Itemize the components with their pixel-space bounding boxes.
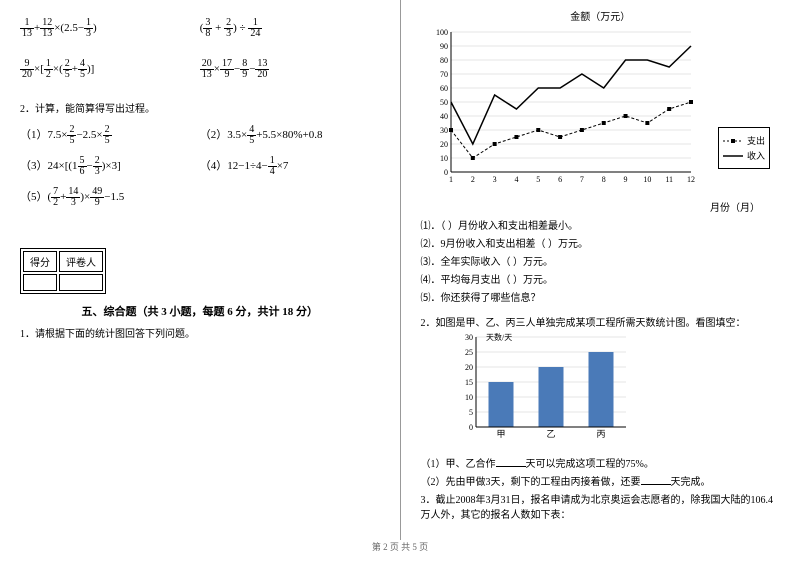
legend-expense: 支出: [747, 134, 765, 147]
svg-text:7: 7: [579, 175, 583, 184]
svg-text:12: 12: [687, 175, 695, 184]
svg-text:甲: 甲: [496, 429, 505, 439]
svg-text:30: 30: [465, 333, 473, 342]
expr-2a: 920×[12×(25+45)]: [20, 59, 200, 80]
expr-1b: (38 + 23) ÷ 124: [200, 18, 380, 39]
sub-3: （3）24×[(156−23)×3]: [20, 156, 200, 177]
svg-text:10: 10: [643, 175, 651, 184]
sub5-label: （5）: [20, 191, 48, 203]
q2-heading: 2．计算，能简算得写出过程。: [20, 100, 380, 115]
svg-text:4: 4: [514, 175, 518, 184]
svg-text:20: 20: [440, 140, 448, 149]
q1-sub5: ⑸．你还获得了哪些信息？: [421, 289, 781, 304]
blank-1[interactable]: [496, 457, 526, 467]
sub-4: （4）12−1÷4−14×7: [200, 156, 380, 177]
svg-text:2: 2: [470, 175, 474, 184]
chart1-title: 金额（万元）: [421, 8, 781, 23]
svg-text:0: 0: [444, 168, 448, 177]
q1-sub1: ⑴．（ ）月份收入和支出相差最小。: [421, 217, 781, 232]
svg-text:9: 9: [623, 175, 627, 184]
q2-sub1: （1）甲、乙合作天可以完成这项工程的75%。: [421, 455, 781, 470]
svg-text:11: 11: [665, 175, 673, 184]
sub4-label: （4）: [200, 160, 228, 172]
page-footer: 第 2 页 共 5 页: [0, 540, 800, 553]
q1-prompt: 1．请根据下面的统计图回答下列问题。: [20, 325, 380, 340]
svg-text:3: 3: [492, 175, 496, 184]
chart1-legend: 支出 收入: [718, 127, 770, 169]
q1-sub2: ⑵．9月份收入和支出相差（ ）万元。: [421, 235, 781, 250]
score-header-2: 评卷人: [59, 251, 103, 272]
sub1-label: （1）: [20, 129, 48, 141]
sub-2: （2）3.5×45+5.5×80%+0.8: [200, 125, 380, 146]
svg-text:70: 70: [440, 70, 448, 79]
svg-text:5: 5: [469, 408, 473, 417]
svg-text:10: 10: [465, 393, 473, 402]
expr-1a: 113+1213×(2.5−13): [20, 18, 200, 39]
section-5-title: 五、综合题（共 3 小题，每题 6 分，共计 18 分）: [20, 303, 380, 319]
svg-text:天数/天: 天数/天: [486, 332, 512, 342]
sub-5: （5）(72+143)×499−1.5: [20, 187, 200, 208]
svg-text:50: 50: [440, 98, 448, 107]
sub2-label: （2）: [200, 129, 228, 141]
svg-text:10: 10: [440, 154, 448, 163]
svg-text:乙: 乙: [546, 429, 555, 439]
svg-text:15: 15: [465, 378, 473, 387]
q1-sub4: ⑷．平均每月支出（ ）万元。: [421, 271, 781, 286]
svg-text:25: 25: [465, 348, 473, 357]
svg-text:100: 100: [436, 28, 448, 37]
svg-text:30: 30: [440, 126, 448, 135]
svg-text:40: 40: [440, 112, 448, 121]
score-table: 得分评卷人: [20, 248, 106, 294]
svg-text:1: 1: [449, 175, 453, 184]
bar-chart: 0 5 10 15 20 25 30 天数/天甲 乙 丙: [451, 332, 651, 452]
svg-text:60: 60: [440, 84, 448, 93]
q2-sub2: （2）先由甲做3天，剩下的工程由丙接着做，还要天完成。: [421, 473, 781, 488]
blank-2[interactable]: [641, 475, 671, 485]
sub3-label: （3）: [20, 160, 48, 172]
svg-text:8: 8: [601, 175, 605, 184]
right-column: 金额（万元） 010203040506070809010012345678910…: [401, 0, 800, 540]
left-column: 113+1213×(2.5−13) (38 + 23) ÷ 124 920×[1…: [0, 0, 401, 540]
svg-text:5: 5: [536, 175, 540, 184]
chart1-xlabel: 月份（月）: [421, 199, 761, 214]
score-header-1: 得分: [23, 251, 57, 272]
svg-text:20: 20: [465, 363, 473, 372]
svg-text:80: 80: [440, 56, 448, 65]
q2-intro: 2．如图是甲、乙、丙三人单独完成某项工程所需天数统计图。看图填空：: [421, 314, 781, 329]
q3-text: 3．截止2008年3月31日，报名申请成为北京奥运会志愿者的，除我国大陆的106…: [421, 491, 781, 521]
expr-2b: 2013×179−89−1320: [200, 59, 380, 80]
q1-sub3: ⑶．全年实际收入（ ）万元。: [421, 253, 781, 268]
svg-text:90: 90: [440, 42, 448, 51]
line-chart: 0102030405060708090100123456789101112: [421, 27, 721, 197]
svg-text:丙: 丙: [596, 429, 605, 439]
legend-income: 收入: [747, 149, 765, 162]
svg-text:6: 6: [558, 175, 562, 184]
svg-text:0: 0: [469, 423, 473, 432]
sub-1: （1）7.5×25−2.5×25: [20, 125, 200, 146]
